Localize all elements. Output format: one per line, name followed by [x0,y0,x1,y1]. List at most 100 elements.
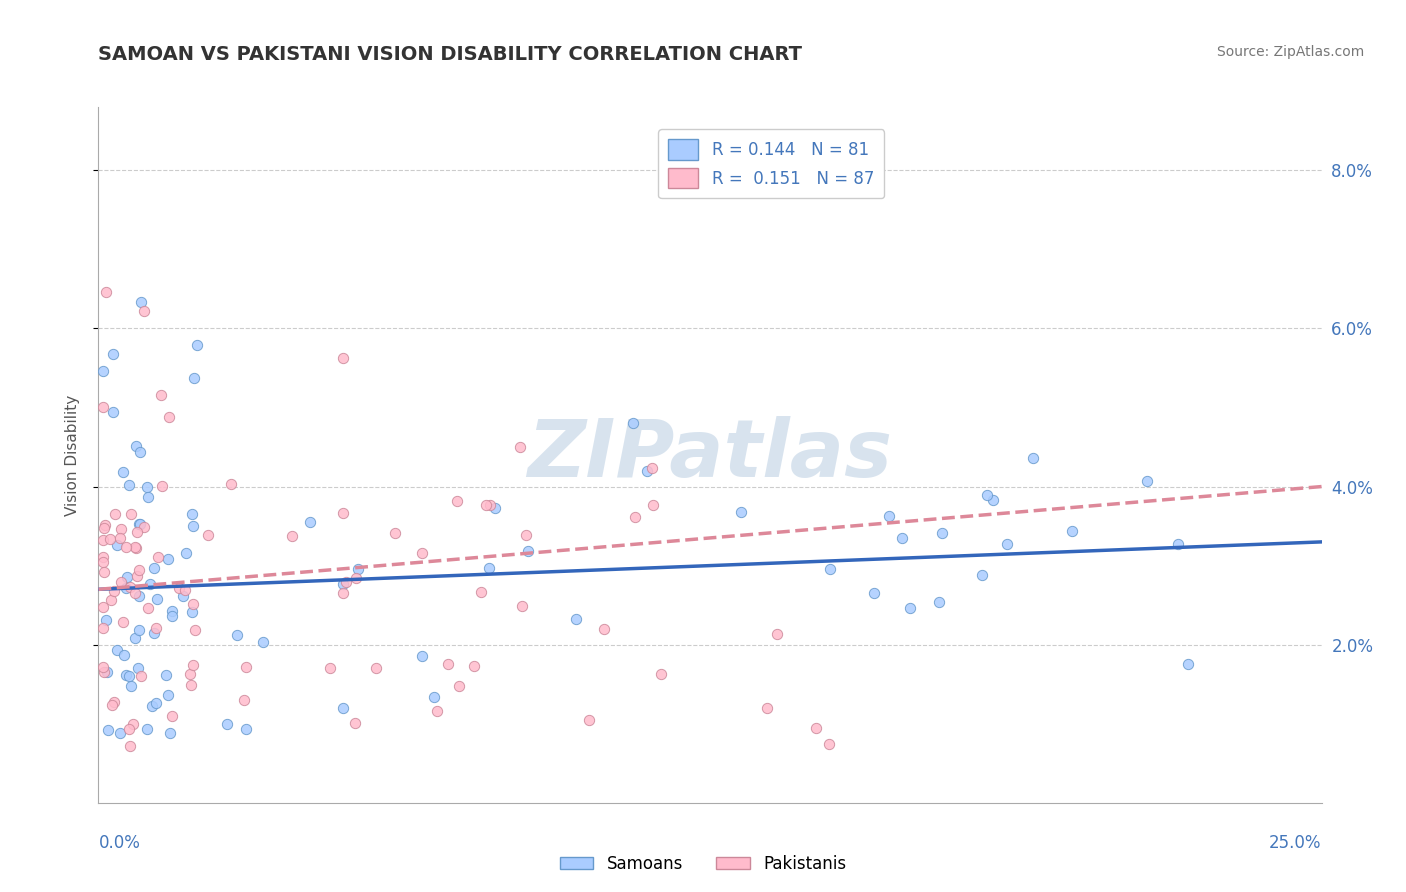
Point [155,668,177,682]
Point [755,700,778,714]
Point [1060,524,1083,539]
Point [172,589,194,603]
Point [181,507,204,521]
Point [138,577,160,591]
Point [127,524,149,539]
Point [127,660,149,674]
Point [233,693,256,707]
Point [91,533,114,547]
Point [100,593,122,607]
Point [121,717,143,731]
Point [120,580,142,594]
Point [423,690,446,704]
Point [134,304,156,318]
Point [624,510,647,524]
Point [818,562,841,576]
Point [299,515,322,529]
Point [332,701,354,715]
Point [94,613,117,627]
Point [128,516,150,531]
Point [970,567,993,582]
Point [101,698,124,712]
Point [120,508,142,522]
Point [447,679,470,693]
Point [364,661,387,675]
Point [891,531,914,545]
Point [159,726,181,740]
Point [347,562,370,576]
Point [108,726,131,740]
Point [115,570,138,584]
Point [112,465,135,479]
Point [411,648,433,663]
Point [332,506,354,520]
Point [110,522,132,536]
Legend: Samoans, Pakistanis: Samoans, Pakistanis [553,848,853,880]
Point [110,574,132,589]
Point [91,600,114,615]
Text: SAMOAN VS PAKISTANI VISION DISABILITY CORRELATION CHART: SAMOAN VS PAKISTANI VISION DISABILITY CO… [98,45,803,63]
Point [107,643,129,657]
Point [138,601,160,615]
Point [252,635,274,649]
Point [179,666,201,681]
Point [332,586,354,600]
Point [143,626,166,640]
Point [484,501,506,516]
Point [128,445,150,459]
Point [344,716,367,731]
Point [478,561,501,575]
Text: ZIPatlas: ZIPatlas [527,416,893,494]
Point [219,476,242,491]
Point [184,623,207,637]
Point [115,540,138,554]
Point [643,498,665,512]
Point [125,569,148,583]
Point [91,555,114,569]
Point [128,623,150,637]
Point [180,606,202,620]
Point [115,581,138,595]
Point [167,582,190,596]
Point [766,627,789,641]
Point [1136,474,1159,488]
Y-axis label: Vision Disability: Vision Disability [65,394,80,516]
Point [103,404,125,418]
Point [91,549,114,564]
Point [129,295,152,310]
Point [470,585,492,599]
Point [928,595,950,609]
Point [111,615,134,629]
Point [446,494,468,508]
Point [898,601,921,615]
Point [181,658,204,673]
Text: 0.0%: 0.0% [98,834,141,852]
Point [128,563,150,577]
Point [162,709,184,723]
Point [143,560,166,574]
Point [162,604,184,618]
Point [128,589,150,603]
Point [124,585,146,599]
Point [145,621,167,635]
Point [135,480,157,494]
Point [578,713,600,727]
Point [124,439,146,453]
Point [118,722,141,736]
Point [94,285,117,300]
Point [125,541,148,555]
Point [105,538,128,552]
Point [436,657,458,671]
Point [180,678,202,692]
Point [1022,450,1045,465]
Point [235,723,257,737]
Point [94,518,117,533]
Text: Source: ZipAtlas.com: Source: ZipAtlas.com [1216,45,1364,59]
Point [479,498,502,512]
Legend: R = 0.144   N = 81, R =  0.151   N = 87: R = 0.144 N = 81, R = 0.151 N = 87 [658,129,884,198]
Point [181,597,204,611]
Point [141,698,163,713]
Point [515,528,537,542]
Point [186,337,208,351]
Point [103,695,125,709]
